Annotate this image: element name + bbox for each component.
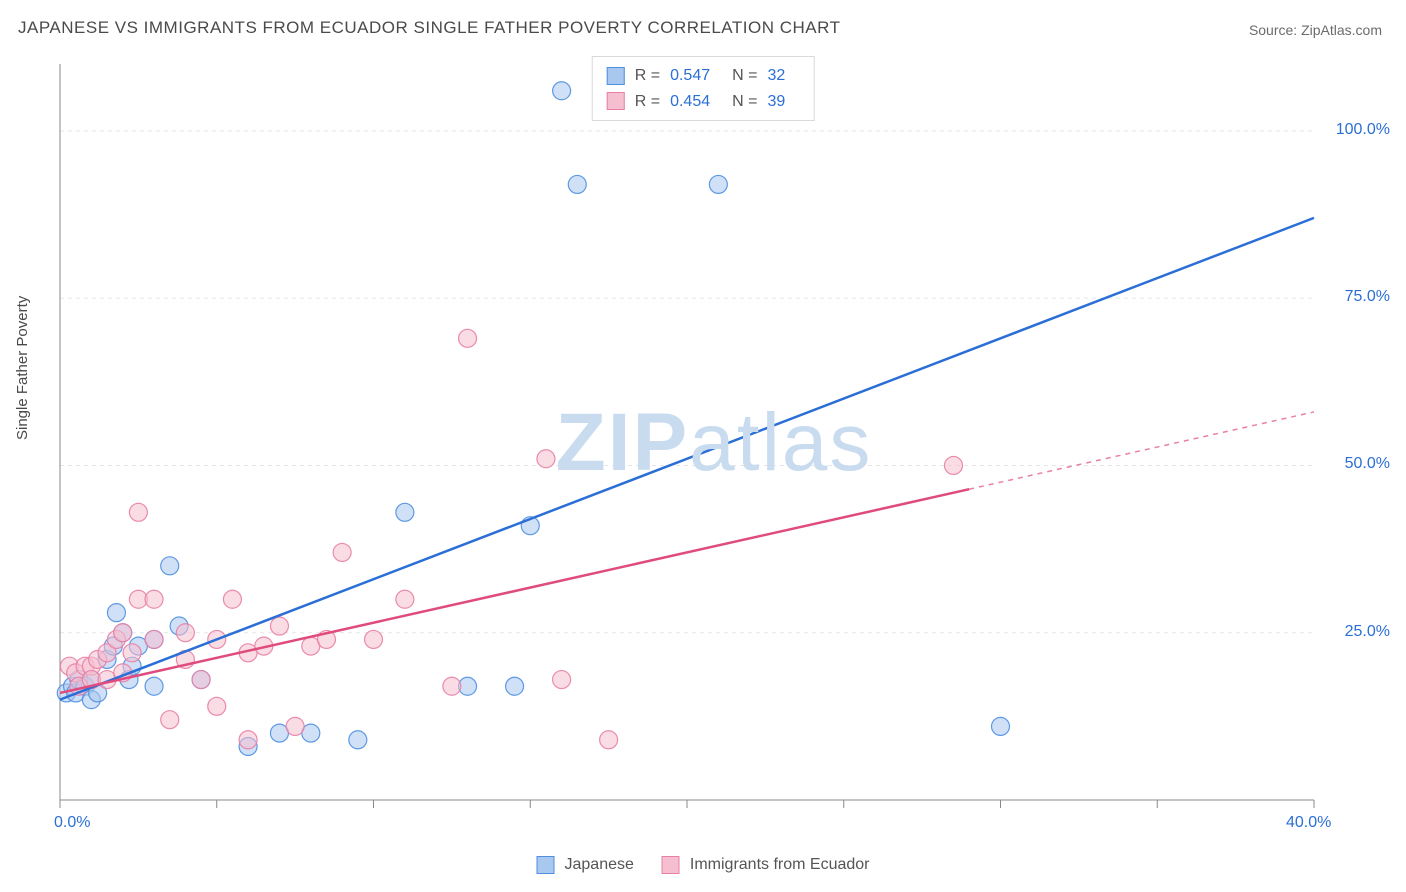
legend-r-value: 0.454 [670, 89, 710, 115]
legend-swatch [607, 67, 625, 85]
legend-n-value: 32 [767, 63, 785, 89]
chart-title: JAPANESE VS IMMIGRANTS FROM ECUADOR SING… [18, 18, 840, 38]
y-tick-label: 25.0% [1345, 623, 1390, 641]
chart-area: ZIPatlas [54, 58, 1374, 828]
x-tick-label: 0.0% [54, 814, 90, 832]
scatter-chart-svg [54, 58, 1374, 828]
source-label: Source: ZipAtlas.com [1249, 22, 1382, 38]
legend-r-label: R = [635, 63, 660, 89]
legend-item: Immigrants from Ecuador [662, 856, 870, 874]
y-tick-label: 50.0% [1345, 455, 1390, 473]
legend-row: R = 0.547 N = 32 [607, 63, 800, 89]
x-tick-label: 40.0% [1286, 814, 1331, 832]
legend-n-label: N = [732, 89, 757, 115]
legend-swatch [607, 92, 625, 110]
y-tick-label: 75.0% [1345, 288, 1390, 306]
series-legend: Japanese Immigrants from Ecuador [537, 856, 870, 874]
y-axis-label: Single Father Poverty [14, 296, 31, 440]
y-tick-label: 100.0% [1336, 121, 1390, 139]
legend-swatch [537, 856, 555, 874]
legend-row: R = 0.454 N = 39 [607, 89, 800, 115]
legend-item: Japanese [537, 856, 634, 874]
legend-r-value: 0.547 [670, 63, 710, 89]
legend-n-label: N = [732, 63, 757, 89]
legend-label: Japanese [565, 856, 634, 874]
correlation-legend: R = 0.547 N = 32 R = 0.454 N = 39 [592, 56, 815, 121]
legend-swatch [662, 856, 680, 874]
legend-r-label: R = [635, 89, 660, 115]
legend-n-value: 39 [767, 89, 785, 115]
legend-label: Immigrants from Ecuador [690, 856, 870, 874]
